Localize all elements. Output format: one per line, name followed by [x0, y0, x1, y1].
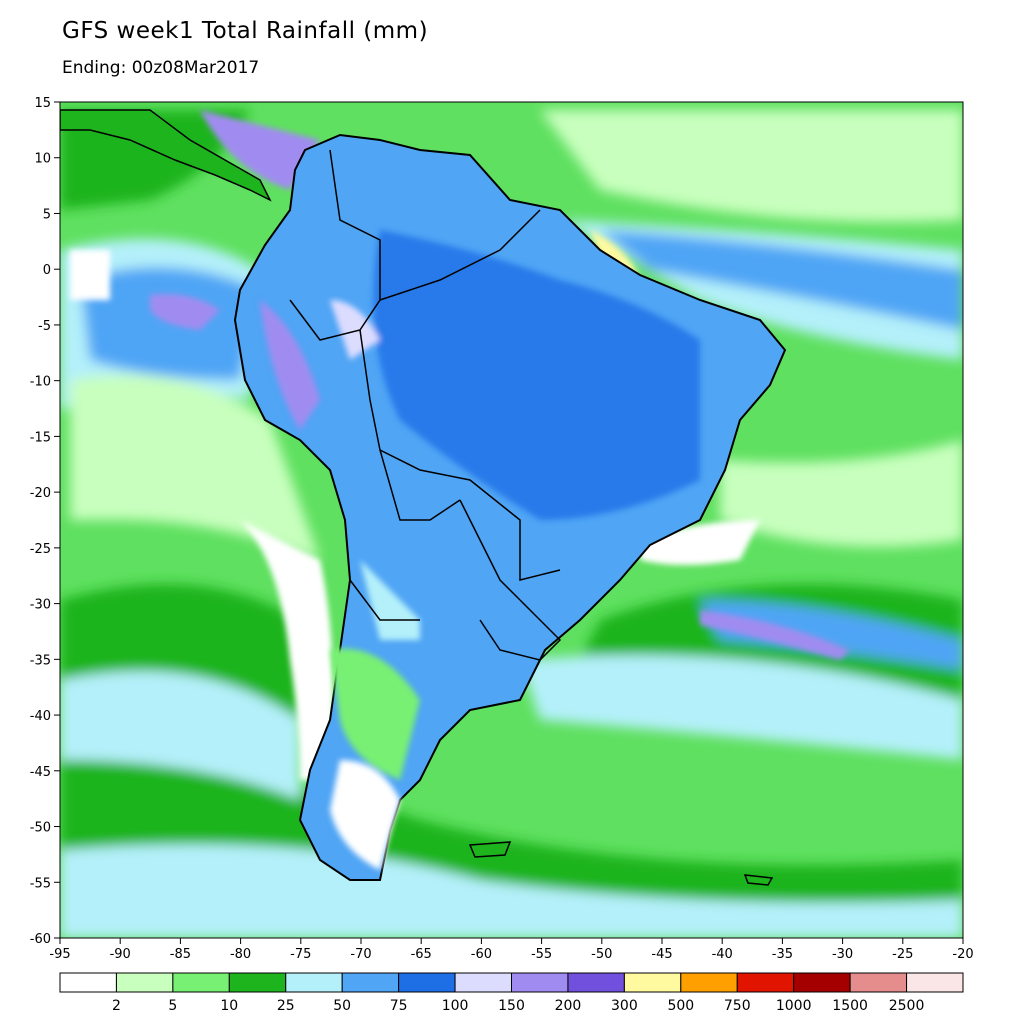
colorbar-swatch [454, 972, 512, 993]
lon-tick-label: -35 [772, 947, 793, 962]
colorbar-swatch [172, 972, 230, 993]
lat-tick-label: -40 [30, 709, 51, 724]
lat-tick-label: -50 [30, 821, 51, 836]
lon-tick-label: -70 [350, 947, 371, 962]
lat-tick-label: -20 [30, 486, 51, 501]
lat-tick-label: -60 [30, 932, 51, 947]
lat-tick-label: -35 [30, 653, 51, 668]
lat-tick-label: -5 [38, 319, 51, 334]
colorbar-label: 2 [112, 998, 121, 1014]
lon-tick-label: -85 [170, 947, 191, 962]
colorbar-label: 500 [667, 998, 694, 1014]
lon-tick-label: -80 [230, 947, 251, 962]
lon-tick-label: -60 [471, 947, 492, 962]
colorbar-swatch [398, 972, 456, 993]
colorbar-swatch [59, 972, 117, 993]
colorbar: 2 5 10 25 50 75 100 150 200 300 500 750 1000 1500 2500 [59, 972, 964, 1014]
lat-tick-label: 5 [43, 207, 51, 222]
lat-tick-label: -15 [30, 430, 51, 445]
latitude-axis: 15 10 5 0 -5 -10 -15 -20 -25 -30 -35 -40 -45 -50 -55 -6… [30, 96, 60, 947]
colorbar-label: 1000 [776, 998, 812, 1014]
colorbar-label: 1500 [832, 998, 868, 1014]
country-borders [289, 149, 562, 661]
lon-tick-label: -45 [651, 947, 672, 962]
colorbar-swatch [680, 972, 738, 993]
lon-tick-label: -75 [290, 947, 311, 962]
lat-tick-label: 0 [43, 263, 51, 278]
colorbar-swatch [736, 972, 795, 993]
lon-tick-label: -90 [110, 947, 131, 962]
lat-tick-label: 10 [34, 152, 51, 167]
colorbar-swatch [567, 972, 625, 993]
map-border [59, 101, 964, 939]
chart-title: GFS week1 Total Rainfall (mm) [62, 18, 429, 44]
lat-tick-label: -25 [30, 542, 51, 557]
colorbar-swatch [115, 972, 174, 993]
colorbar-label: 75 [390, 998, 408, 1014]
colorbar-label: 150 [498, 998, 525, 1014]
chart-subtitle: Ending: 00z08Mar2017 [62, 58, 260, 78]
colorbar-label: 200 [555, 998, 582, 1014]
colorbar-label: 5 [168, 998, 177, 1014]
lat-tick-label: -10 [30, 375, 51, 390]
colorbar-swatch [793, 972, 851, 993]
colorbar-swatch [228, 972, 287, 993]
lon-tick-label: -30 [832, 947, 853, 962]
lat-tick-label: 15 [34, 96, 51, 111]
colorbar-label: 25 [277, 998, 295, 1014]
falkland-islands [468, 841, 512, 858]
lon-tick-label: -25 [892, 947, 913, 962]
rainfall-field [60, 102, 963, 938]
colorbar-swatch [285, 972, 343, 993]
lon-tick-label: -95 [49, 947, 70, 962]
colorbar-swatch [906, 972, 964, 993]
colorbar-label: 300 [611, 998, 638, 1014]
lon-tick-label: -55 [531, 947, 552, 962]
lon-tick-label: -50 [591, 947, 612, 962]
lon-tick-label: -20 [952, 947, 973, 962]
colorbar-swatch [511, 972, 569, 993]
longitude-axis: -95 -90 -85 -80 -75 -70 -65 -60 -55 -50 -45 -40 -35 -… [49, 938, 974, 962]
lat-tick-label: -30 [30, 598, 51, 613]
colorbar-swatch [341, 972, 400, 993]
south-georgia [743, 874, 774, 886]
lat-tick-label: -45 [30, 765, 51, 780]
colorbar-label: 100 [442, 998, 469, 1014]
lon-tick-label: -40 [712, 947, 733, 962]
colorbar-label: 750 [724, 998, 751, 1014]
colorbar-swatch [849, 972, 908, 993]
central-america [60, 109, 272, 202]
colorbar-label: 2500 [889, 998, 925, 1014]
colorbar-label: 50 [333, 998, 351, 1014]
lon-tick-label: -65 [411, 947, 432, 962]
lat-tick-label: -55 [30, 876, 51, 891]
colorbar-label: 10 [220, 998, 238, 1014]
colorbar-swatch [623, 972, 682, 993]
